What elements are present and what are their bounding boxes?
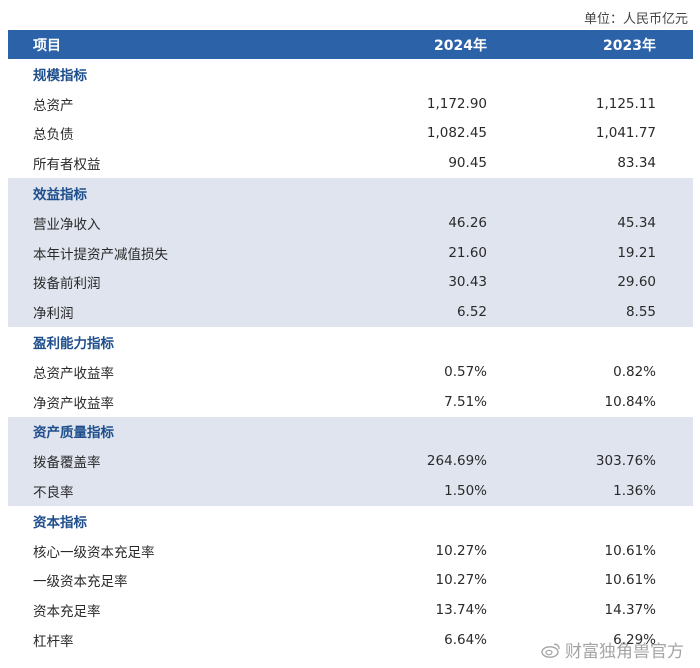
table-row: 核心一级资本充足率 10.27% 10.61%: [8, 536, 693, 566]
section-title: 盈利能力指标: [33, 336, 114, 353]
value-2023: 83.34: [617, 155, 656, 172]
value-2024: 1,082.45: [426, 125, 487, 142]
value-2023: 303.76%: [595, 453, 656, 470]
value-2023: 1.36%: [613, 483, 656, 500]
row-label: 拨备前利润: [33, 276, 101, 293]
value-2024: 0.57%: [444, 363, 487, 380]
row-label: 总负债: [33, 127, 74, 144]
watermark-text: 财富独角兽官方: [565, 642, 684, 662]
financial-table: 项目 2024年 2023年 规模指标 总资产 1,172.90 1,125.11 …: [8, 30, 693, 655]
value-2023: 45.34: [617, 214, 656, 231]
section-title: 资产质量指标: [33, 425, 114, 442]
table-row: 拨备前利润 30.43 29.60: [8, 268, 693, 298]
value-2024: 6.52: [456, 304, 487, 321]
watermark: 财富独角兽官方: [541, 637, 684, 662]
row-label: 资本充足率: [33, 604, 101, 621]
row-label: 拨备覆盖率: [33, 455, 101, 472]
row-label: 不良率: [33, 485, 74, 502]
value-2024: 90.45: [448, 155, 487, 172]
value-2024: 21.60: [448, 244, 487, 261]
section-title-row: 效益指标: [8, 178, 693, 208]
row-label: 总资产收益率: [33, 365, 114, 382]
table-row: 总资产 1,172.90 1,125.11: [8, 89, 693, 119]
table-row: 一级资本充足率 10.27% 10.61%: [8, 566, 693, 596]
section-scale: 规模指标 总资产 1,172.90 1,125.11 总负债 1,082.45 1,04…: [8, 59, 693, 178]
table-row: 资本充足率 13.74% 14.37%: [8, 595, 693, 625]
value-2024: 1,172.90: [426, 95, 487, 112]
value-2024: 46.26: [448, 214, 487, 231]
value-2024: 6.64%: [444, 632, 487, 649]
table-row: 杠杆率 6.64% 6.29%: [8, 625, 693, 655]
table-row: 不良率 1.50% 1.36%: [8, 476, 693, 506]
table-row: 本年计提资产减值损失 21.60 19.21: [8, 238, 693, 268]
value-2024: 13.74%: [435, 602, 487, 619]
value-2023: 8.55: [625, 304, 656, 321]
row-label: 营业净收入: [33, 216, 101, 233]
section-title: 效益指标: [33, 187, 87, 204]
value-2023: 10.84%: [604, 393, 656, 410]
table-row: 净利润 6.52 8.55: [8, 297, 693, 327]
table-row: 拨备覆盖率 264.69% 303.76%: [8, 446, 693, 476]
table-row: 净资产收益率 7.51% 10.84%: [8, 387, 693, 417]
section-title: 资本指标: [33, 514, 87, 531]
weibo-icon: [541, 643, 560, 658]
section-asset-quality: 资产质量指标 拨备覆盖率 264.69% 303.76% 不良率 1.50% 1.36%: [8, 416, 693, 506]
value-2023: 0.82%: [613, 363, 656, 380]
table-row: 所有者权益 90.45 83.34: [8, 148, 693, 178]
section-title-row: 盈利能力指标: [8, 327, 693, 357]
table-row: 总资产收益率 0.57% 0.82%: [8, 357, 693, 387]
value-2023: 19.21: [617, 244, 656, 261]
row-label: 净利润: [33, 306, 74, 323]
value-2024: 30.43: [448, 274, 487, 291]
value-2024: 7.51%: [444, 393, 487, 410]
unit-label: 单位：人民币亿元: [583, 12, 688, 27]
row-label: 一级资本充足率: [33, 574, 128, 591]
header-item: 项目: [33, 37, 61, 54]
value-2023: 1,125.11: [595, 95, 656, 112]
section-efficiency: 效益指标 营业净收入 46.26 45.34 本年计提资产减值损失 21.60 19.2…: [8, 178, 693, 328]
row-label: 所有者权益: [33, 157, 101, 174]
value-2024: 10.27%: [435, 572, 487, 589]
value-2023: 29.60: [617, 274, 656, 291]
section-title-row: 资本指标: [8, 506, 693, 536]
section-title-row: 资产质量指标: [8, 417, 693, 447]
value-2023: 14.37%: [604, 602, 656, 619]
table-row: 营业净收入 46.26 45.34: [8, 208, 693, 238]
section-capital: 资本指标 核心一级资本充足率 10.27% 10.61% 一级资本充足率 10.27%…: [8, 506, 693, 655]
header-2023: 2023年: [603, 37, 656, 54]
header-2024: 2024年: [434, 37, 487, 54]
value-2023: 10.61%: [604, 542, 656, 559]
section-profitability: 盈利能力指标 总资产收益率 0.57% 0.82% 净资产收益率 7.51% 10.84…: [8, 327, 693, 416]
row-label: 本年计提资产减值损失: [33, 246, 168, 263]
table-row: 总负债 1,082.45 1,041.77: [8, 119, 693, 149]
value-2023: 10.61%: [604, 572, 656, 589]
section-title-row: 规模指标: [8, 59, 693, 89]
row-label: 核心一级资本充足率: [33, 544, 155, 561]
row-label: 净资产收益率: [33, 395, 114, 412]
value-2024: 1.50%: [444, 483, 487, 500]
table-header: 项目 2024年 2023年: [8, 30, 693, 59]
row-label: 杠杆率: [33, 634, 74, 651]
value-2023: 1,041.77: [595, 125, 656, 142]
value-2023: 6.29%: [613, 632, 656, 649]
value-2024: 264.69%: [426, 453, 487, 470]
value-2024: 10.27%: [435, 542, 487, 559]
section-title: 规模指标: [33, 67, 87, 84]
row-label: 总资产: [33, 97, 74, 114]
